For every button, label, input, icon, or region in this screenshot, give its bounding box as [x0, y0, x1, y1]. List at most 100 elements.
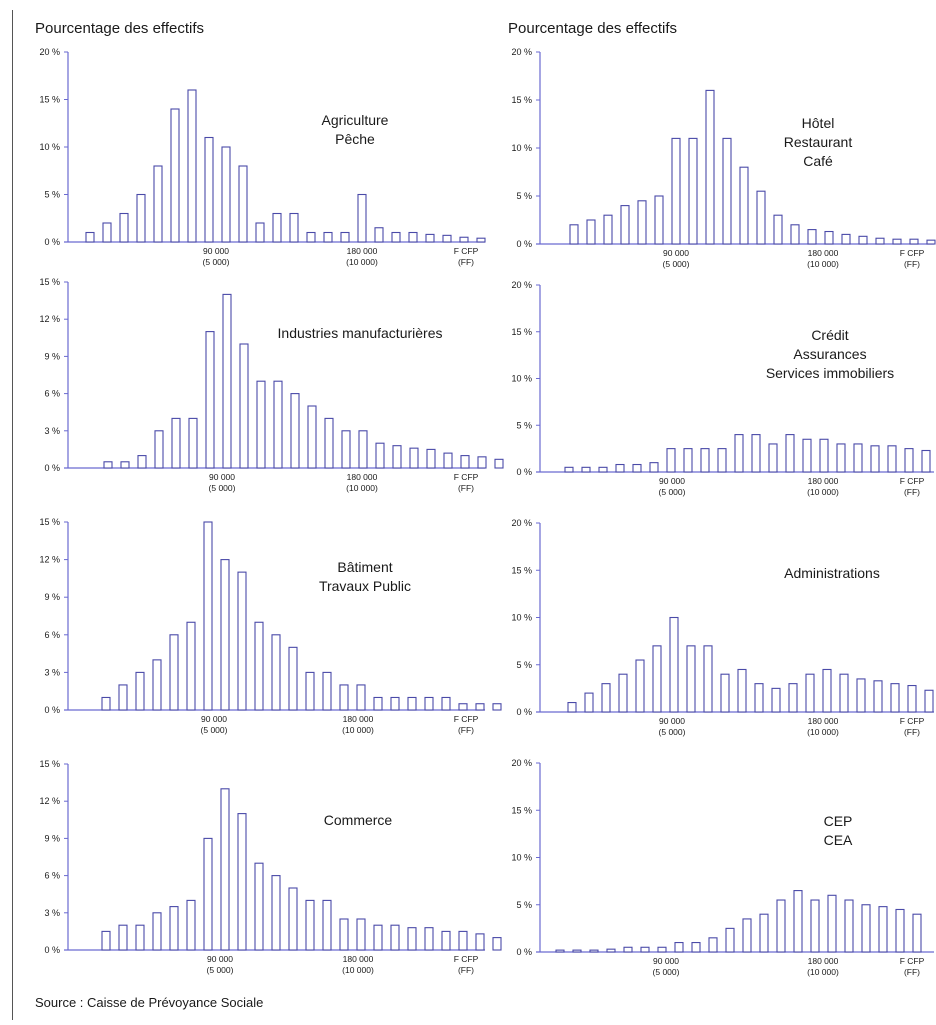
bar — [606, 948, 616, 953]
y-tick-label: 0 % — [44, 705, 60, 715]
y-tick-label: 0 % — [516, 467, 532, 477]
x-tick-label: F CFP — [900, 716, 925, 726]
bar — [307, 405, 317, 469]
bar — [620, 205, 630, 245]
bar — [669, 616, 679, 713]
y-tick-label: 5 % — [516, 420, 532, 430]
bar — [341, 430, 351, 469]
panel-title: Travaux Public — [319, 578, 411, 594]
x-tick-sublabel: (10 000) — [342, 965, 374, 975]
x-tick-label: F CFP — [454, 714, 479, 724]
y-tick-label: 6 % — [44, 630, 60, 640]
bar — [356, 684, 366, 711]
chart-panel-7: 15 % 12 % 9 % 6 % 3 % 0 % 90 000(5 000) 180 000… — [39, 759, 502, 975]
chart-panel-2: 20 % 15 % 10 % 5 % 0 % 90 000(5 000) 180 000(1… — [511, 47, 936, 269]
bar — [373, 924, 383, 951]
bar — [186, 899, 196, 951]
bar — [152, 659, 162, 711]
bar — [892, 238, 902, 245]
y-tick-label: 15 % — [39, 517, 60, 527]
bar — [425, 233, 435, 243]
bar — [203, 521, 213, 711]
y-tick-label: 20 % — [511, 47, 532, 57]
bar — [654, 195, 664, 245]
bar — [788, 683, 798, 713]
bar — [407, 696, 417, 711]
y-tick-label: 6 % — [44, 871, 60, 881]
bar — [790, 224, 800, 245]
x-tick-label: F CFP — [454, 246, 479, 256]
bar — [785, 434, 795, 473]
bar — [856, 678, 866, 713]
bar — [569, 224, 579, 245]
panel-title: Services immobiliers — [766, 365, 894, 381]
bar — [598, 466, 608, 473]
bar — [492, 937, 502, 951]
y-tick-label: 10 % — [511, 613, 532, 623]
x-tick-sublabel: (FF) — [458, 257, 474, 267]
panel-title: Hôtel — [802, 115, 835, 131]
x-tick-sublabel: (10 000) — [807, 967, 839, 977]
bar — [120, 461, 130, 469]
bar — [441, 696, 451, 711]
bar — [476, 237, 486, 243]
bar — [771, 687, 781, 713]
panel-title: Assurances — [793, 346, 866, 362]
bar — [205, 331, 215, 469]
y-tick-label: 15 % — [511, 805, 532, 815]
bar — [810, 899, 820, 953]
bar — [339, 684, 349, 711]
bar — [170, 108, 180, 243]
x-tick-label: 180 000 — [808, 248, 839, 258]
bar — [203, 837, 213, 951]
bar — [603, 214, 613, 245]
x-tick-label: 90 000 — [203, 246, 229, 256]
panel-title: Restaurant — [784, 134, 853, 150]
bar — [887, 445, 897, 473]
bar — [691, 941, 701, 953]
source-note: Source : Caisse de Prévoyance Sociale — [35, 995, 264, 1010]
y-tick-label: 5 % — [516, 900, 532, 910]
bar — [615, 463, 625, 473]
bar — [390, 696, 400, 711]
y-tick-label: 15 % — [511, 565, 532, 575]
bar — [722, 137, 732, 245]
x-tick-label: 90 000 — [201, 714, 227, 724]
x-tick-label: 90 000 — [653, 956, 679, 966]
y-tick-label: 20 % — [39, 47, 60, 57]
y-tick-label: 9 % — [44, 833, 60, 843]
x-tick-sublabel: (5 000) — [207, 965, 234, 975]
bar — [475, 703, 485, 711]
bar — [288, 646, 298, 711]
x-tick-sublabel: (5 000) — [201, 725, 228, 735]
bar — [442, 234, 452, 243]
bar — [271, 875, 281, 951]
x-tick-sublabel: (5 000) — [203, 257, 230, 267]
x-tick-sublabel: (FF) — [904, 259, 920, 269]
bar — [119, 212, 129, 243]
bar — [652, 645, 662, 713]
bar — [118, 684, 128, 711]
bar — [357, 193, 367, 243]
bar — [135, 924, 145, 951]
bar — [841, 233, 851, 245]
bar — [635, 659, 645, 713]
bar — [409, 447, 419, 469]
bar — [754, 683, 764, 713]
bar — [153, 165, 163, 243]
bar — [256, 380, 266, 469]
bar — [802, 438, 812, 473]
bar — [623, 946, 633, 953]
panel-title: CEP — [824, 813, 853, 829]
bar — [907, 684, 917, 713]
bar — [819, 438, 829, 473]
y-tick-label: 10 % — [511, 143, 532, 153]
x-tick-label: 90 000 — [659, 716, 685, 726]
bar — [912, 913, 922, 953]
bar — [390, 924, 400, 951]
bar — [589, 949, 599, 953]
bar — [306, 231, 316, 243]
x-tick-label: 180 000 — [347, 246, 378, 256]
bar — [649, 462, 659, 473]
